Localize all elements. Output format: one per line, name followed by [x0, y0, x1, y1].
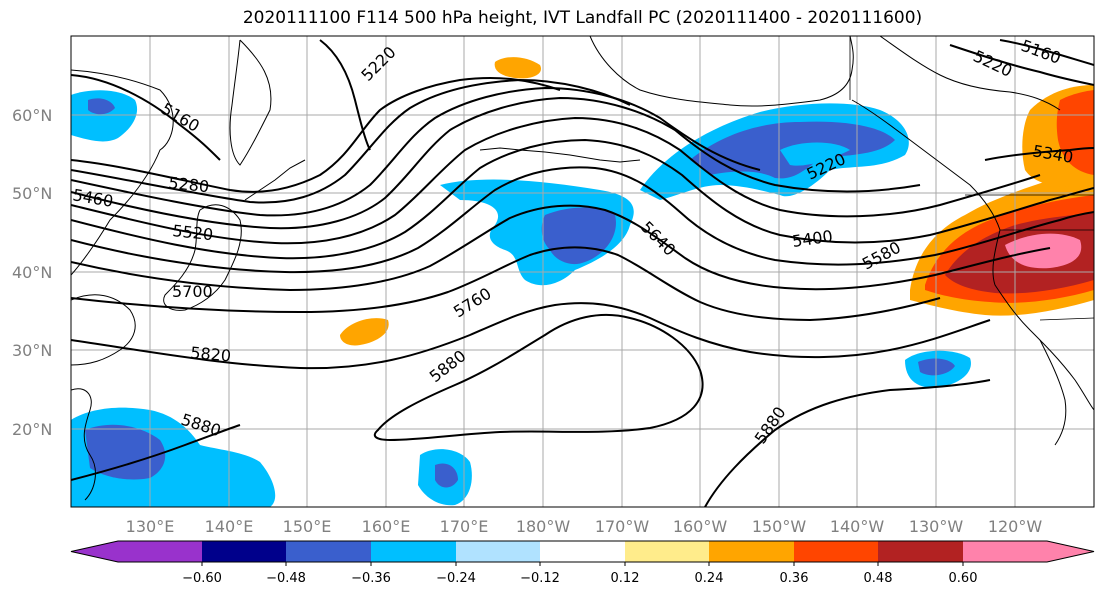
latitude-labels: 60°N 50°N 40°N 30°N 20°N [12, 106, 52, 439]
positive-region-ne-2 [1056, 90, 1094, 175]
map-frame [70, 35, 1095, 508]
contour-5160-ne [999, 39, 1094, 66]
coast-gulf-ak [851, 99, 1001, 231]
lat-label: 30°N [12, 341, 52, 360]
contour-5820 [71, 302, 991, 370]
positive-blob-bering [494, 57, 541, 79]
coast-korea-china [71, 294, 136, 366]
gridlines [71, 36, 1094, 507]
colorbar-tick-label: 0.24 [695, 571, 724, 586]
contour-5460 [71, 96, 921, 230]
negative-core-nw [88, 98, 115, 115]
figure-title: 2020111100 F114 500 hPa height, IVT Land… [242, 8, 923, 28]
lon-label: 170°W [595, 517, 650, 536]
lon-label: 180°W [516, 517, 571, 536]
contour-5880-sw [71, 424, 241, 481]
contour-5220-ne [949, 44, 1094, 86]
colorbar-segment [456, 541, 540, 562]
colorbar-outline [70, 540, 1095, 563]
lon-label: 140°W [830, 517, 885, 536]
contour-5880-closed [373, 313, 704, 442]
ivt-shading [71, 57, 1094, 507]
coast-taiwan-phil [71, 388, 96, 501]
contour-5700 [71, 204, 1051, 292]
colorbar-segment [540, 541, 625, 562]
colorbar-segment [794, 541, 878, 562]
lon-label: 160°E [362, 517, 411, 536]
colorbar-tick-label: −0.12 [520, 571, 560, 586]
contour-label: 5280 [168, 173, 210, 196]
negative-blob-170e-core [435, 463, 458, 488]
negative-region-nw [71, 90, 138, 142]
colorbar-segment [371, 541, 456, 562]
positive-blob-japan [340, 318, 389, 346]
colorbar-tick-label: −0.36 [351, 571, 391, 586]
lon-label: 170°E [440, 517, 489, 536]
contour-label: 5820 [190, 343, 232, 365]
contour-5760 [71, 246, 941, 322]
contour-5340 [71, 78, 631, 204]
colorbar-segment [878, 541, 963, 562]
contour-5580 [71, 138, 1094, 260]
contour-label: 5520 [172, 221, 214, 244]
coast-aleutian [479, 147, 641, 163]
lon-label: 160°W [673, 517, 728, 536]
coast-west-us [992, 229, 1094, 411]
lon-label: 130°W [909, 517, 964, 536]
colorbar-segment [71, 541, 202, 562]
longitude-labels: 130°E 140°E 150°E 160°E 170°E 180°W 170°… [126, 517, 1043, 536]
coast-asia [71, 69, 174, 276]
lon-label: 150°W [752, 517, 807, 536]
lat-label: 40°N [12, 263, 52, 282]
coast-baja [1039, 339, 1067, 446]
contour-5880-east [704, 379, 991, 507]
colorbar-segment [202, 541, 286, 562]
contour-5640 [71, 166, 1094, 274]
lat-label: 50°N [12, 184, 52, 203]
colorbar: −0.60 −0.48 −0.36 −0.24 −0.12 0.12 0.24 0.36 0.4… [70, 540, 1095, 586]
negative-core-sw [85, 424, 166, 480]
lon-label: 150°E [283, 517, 332, 536]
colorbar-segment [286, 541, 371, 562]
borders [849, 36, 1094, 321]
colorbar-tick-label: 0.60 [949, 571, 978, 586]
positive-core-coast [1005, 233, 1082, 269]
coastlines [71, 36, 1094, 501]
contour-5280 [71, 77, 561, 193]
height-contours [71, 39, 1094, 507]
contour-5220-north [319, 39, 371, 151]
contour-5520 [71, 116, 1041, 245]
colorbar-segment [963, 541, 1094, 562]
colorbar-tick-label: −0.48 [266, 571, 306, 586]
contour-label: 5700 [172, 282, 213, 301]
coast-japan [163, 204, 242, 311]
lon-label: 130°E [126, 517, 175, 536]
lon-label: 140°E [205, 517, 254, 536]
lon-label: 120°W [988, 517, 1043, 536]
colorbar-tick-label: 0.12 [611, 571, 640, 586]
colorbar-segment [709, 541, 794, 562]
colorbar-tick-label: −0.60 [182, 571, 222, 586]
contour-5340-ne [984, 147, 1094, 161]
negative-core-gulf-2 [780, 142, 850, 166]
coast-kamchatka [229, 39, 272, 166]
coast-alaska [589, 36, 854, 107]
lat-label: 20°N [12, 420, 52, 439]
coast-canada-islands [879, 36, 1061, 111]
colorbar-tick-label: −0.24 [436, 571, 476, 586]
contour-5400 [71, 86, 761, 217]
lat-label: 60°N [12, 106, 52, 125]
colorbar-tick-label: 0.36 [780, 571, 809, 586]
contour-5160-west [71, 74, 221, 161]
coast-kuril [244, 159, 306, 201]
colorbar-segment [625, 541, 709, 562]
colorbar-tick-label: 0.48 [864, 571, 893, 586]
